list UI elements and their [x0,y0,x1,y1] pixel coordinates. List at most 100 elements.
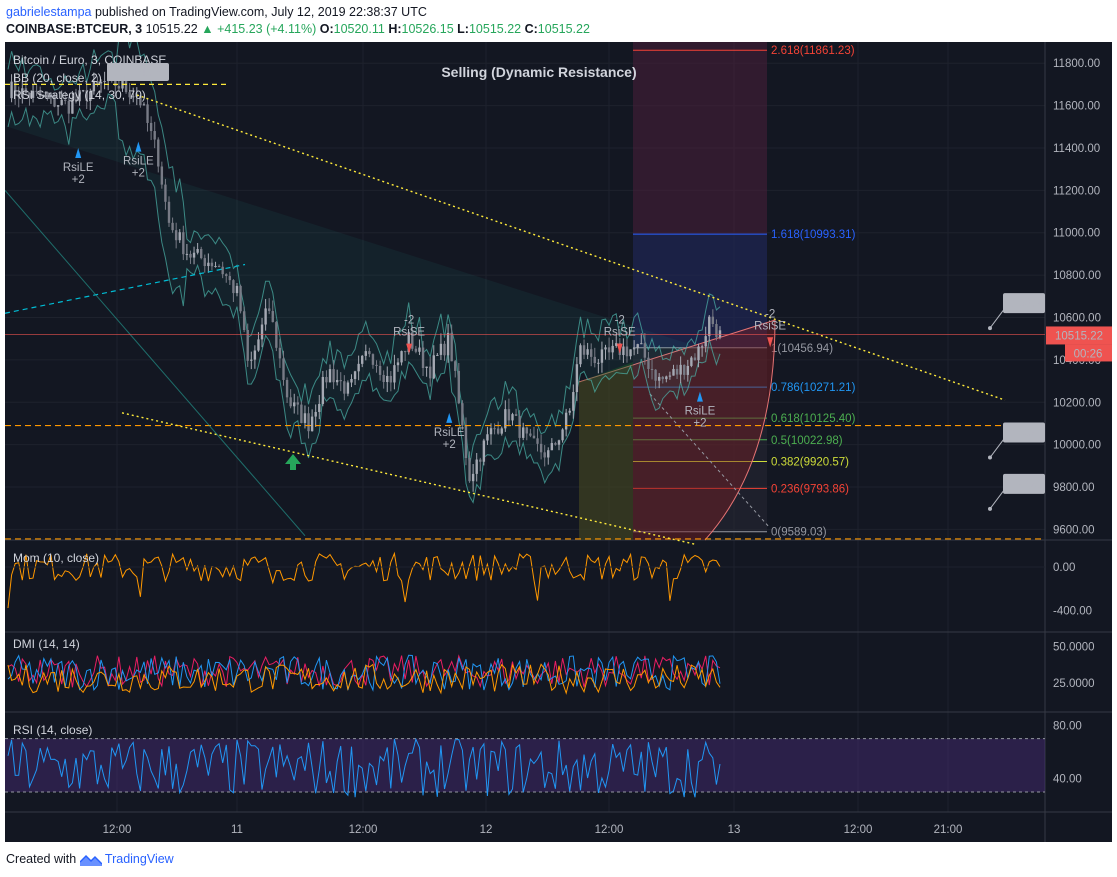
candle-body [128,92,131,98]
candle-body [196,249,199,253]
candle-body [564,412,568,430]
candle-body [414,348,418,352]
candle-body [418,347,421,352]
candle-body [81,90,85,92]
candle-body [554,443,557,445]
candle-body [350,379,353,383]
candle-body [85,90,88,102]
short-signal-arrow-icon [406,343,413,354]
candle-body [593,356,596,364]
candle-body [386,375,389,383]
candle-body [657,376,661,381]
candle-body [711,316,715,324]
candle-body [217,266,221,268]
long-signal-arrow-icon [75,147,82,158]
candle-body [371,354,375,365]
candle-body [157,139,160,167]
candle-body [611,345,614,353]
candle-body [518,415,521,438]
cyan-trend-line [5,263,246,314]
candle-body [214,266,217,268]
candle-body [146,104,149,123]
dynamic-resistance-line [136,94,1006,401]
up-triangle-icon: ▲ [201,22,214,36]
buy-arrow-icon [285,454,301,470]
candle-body [346,382,350,394]
candle-body [457,370,461,404]
signal-label: RsiSE [604,327,636,339]
candle-body [446,332,450,356]
open-value: 10520.11 [333,22,385,36]
long-signal-arrow-icon [446,412,453,423]
fib-level-label: 0.618(10125.40) [771,413,856,425]
legend-rsi-strategy: RSI Strategy (14, 30, 70) [13,88,146,102]
candle-body [443,343,446,356]
candle-body [464,425,468,459]
candle-body [49,94,53,98]
candle-body [715,323,718,338]
candle-body [325,376,328,383]
candle-body [675,368,679,375]
candle-body [586,349,589,355]
candle-body [629,349,632,357]
tradingview-brand[interactable]: TradingView [104,852,174,866]
time-axis-label: 13 [728,824,741,836]
rsi-axis-label: 80.00 [1053,720,1082,732]
candle-body [693,357,697,361]
candle-body [572,392,575,411]
bb-lower-band [7,93,721,504]
candle-body [135,95,139,97]
candle-body [683,364,686,375]
open-label: O: [319,22,334,36]
high-value: 10526.15 [401,22,454,36]
candle-body [171,222,174,231]
candle-body [450,332,453,362]
footer: Created with TradingView [6,852,174,866]
time-axis-label: 21:00 [934,824,963,836]
candle-body [228,276,232,281]
price-tag-box [107,63,169,81]
candle-body [182,232,185,255]
candle-body [425,366,428,369]
candle-body [697,346,700,361]
callout-anchor [988,506,992,511]
candle-body [328,369,332,383]
candle-body [132,96,135,98]
candle-body [607,347,611,353]
candle-body [282,358,285,380]
candle-body [597,362,600,364]
candle-body [700,346,704,348]
candle-body [357,363,360,372]
candle-body [361,355,364,364]
legend-bb: BB (20, close, 2) [13,71,102,85]
candle-body [246,330,249,361]
candle-body [24,88,28,94]
candle-body [482,440,486,462]
callout-anchor [988,326,992,331]
adx-line [7,663,721,695]
dmi-title: DMI (14, 14) [13,637,80,651]
fib-arc [578,319,776,541]
candle-body [661,376,664,380]
candle-body [589,349,593,357]
trading-chart[interactable]: 2.618(11861.23) 1.618(10993.31) 1(10456.94… [5,42,1112,842]
signal-qty: -2 [615,315,625,327]
author-link[interactable]: gabrielestampa [6,5,92,19]
candle-body [439,343,443,355]
candle-body [67,100,71,114]
candle-body [307,413,310,432]
long-signal-arrow-icon [135,141,142,152]
candle-body [471,473,475,482]
fib-level-label: 0.5(10022.98) [771,435,843,447]
candle-body [364,351,367,356]
candle-body [103,80,106,83]
signal-label: RsiSE [393,327,425,339]
candle-body [99,82,103,84]
candle-body [389,375,393,383]
candle-body [378,365,382,375]
time-axis-label: 12:00 [103,824,132,836]
published-text: published on TradingView.com, July 12, 2… [94,5,427,19]
candle-body [293,402,296,407]
signal-qty: +2 [132,168,145,180]
candle-body [343,381,346,394]
